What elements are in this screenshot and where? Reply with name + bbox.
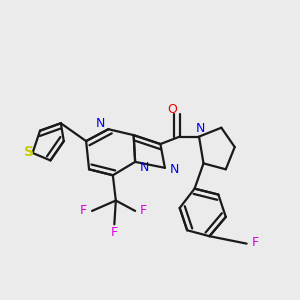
Text: N: N (170, 163, 179, 176)
Text: N: N (196, 122, 205, 135)
Text: F: F (252, 236, 259, 249)
Text: N: N (95, 117, 105, 130)
Text: F: F (80, 203, 87, 217)
Text: N: N (140, 161, 149, 174)
Text: F: F (111, 226, 118, 239)
Text: F: F (140, 203, 147, 217)
Text: O: O (167, 103, 177, 116)
Text: S: S (24, 145, 34, 159)
